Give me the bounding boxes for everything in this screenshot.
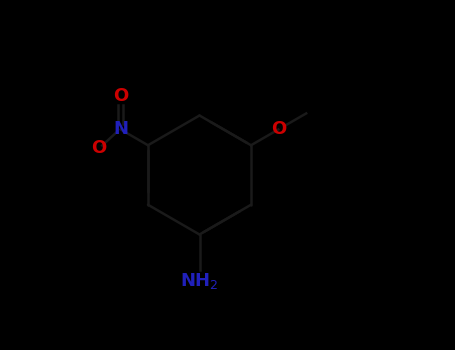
Text: O: O xyxy=(113,86,128,105)
Text: NH$_2$: NH$_2$ xyxy=(180,271,219,291)
Text: O: O xyxy=(91,139,106,157)
Text: N: N xyxy=(113,120,128,139)
Text: O: O xyxy=(271,120,286,139)
